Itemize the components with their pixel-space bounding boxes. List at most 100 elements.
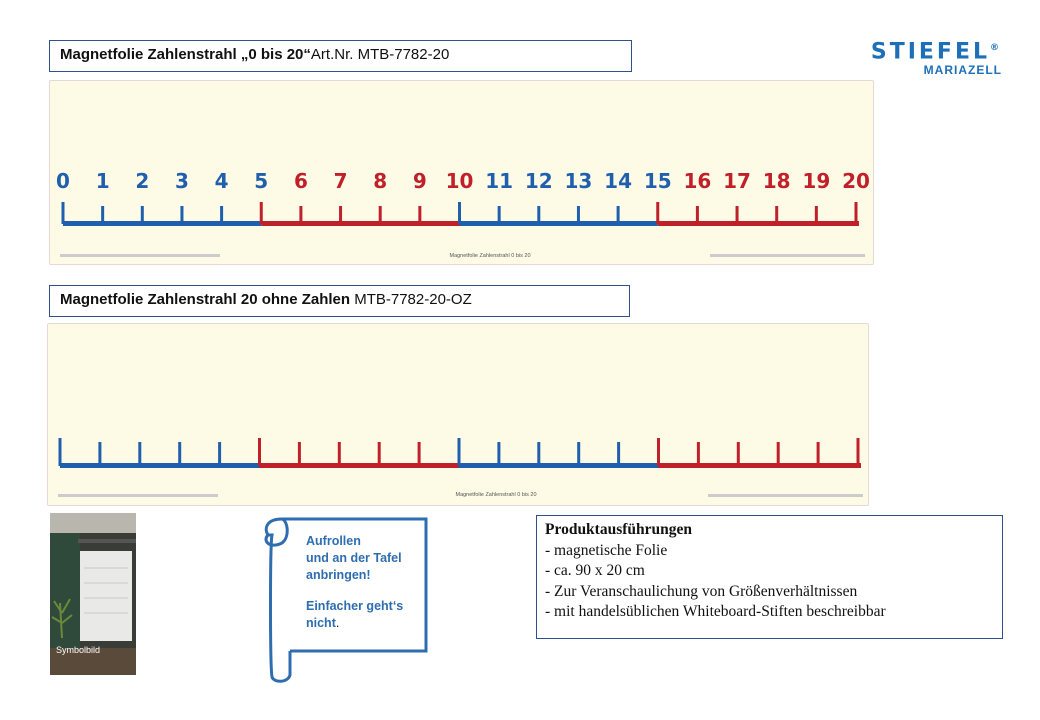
number-line-segment — [60, 463, 260, 468]
product2-article: MTB-7782-20-OZ — [354, 291, 472, 308]
number-line-segment — [658, 463, 861, 468]
product2-caption: Magnetfolie Zahlenstrahl 20 ohne Zahlen … — [49, 285, 630, 317]
number-line-tick — [138, 442, 142, 466]
number-line-tick — [98, 442, 102, 466]
number-line-tick — [337, 442, 341, 466]
number-line-tick — [657, 438, 660, 466]
number-line-tick — [696, 442, 700, 466]
number-line-label: 0 — [56, 169, 70, 193]
number-line-tick — [616, 206, 620, 224]
classroom-photo: Symbolbild — [50, 513, 136, 675]
number-line-label: 17 — [723, 169, 751, 193]
number-line-tick — [299, 206, 303, 224]
number-line-label: 11 — [485, 169, 513, 193]
number-line-tick — [856, 438, 860, 466]
number-line-tick — [297, 442, 301, 466]
number-line-tick — [458, 202, 461, 224]
product1-caption: Magnetfolie Zahlenstrahl „0 bis 20“Art.N… — [49, 40, 632, 72]
number-line-segment — [459, 463, 659, 468]
number-line-tick — [259, 202, 263, 224]
number-line-tick — [656, 202, 660, 224]
number-line-tick — [140, 206, 144, 224]
number-line-label: 19 — [802, 169, 830, 193]
number-line-tick — [218, 442, 222, 466]
product-features-box: Produktausführungen - magnetische Folie … — [536, 515, 1003, 639]
scroll-line-2: und an der Tafel — [306, 551, 402, 565]
number-line-tick — [776, 442, 780, 466]
number-line-label: 20 — [842, 169, 870, 193]
product1-name: Magnetfolie Zahlenstrahl „0 bis 20“ — [60, 46, 311, 63]
classroom-photo-image — [50, 513, 136, 675]
number-line-tick — [417, 442, 421, 466]
logo-sub-text: MARIAZELL — [923, 63, 1002, 78]
number-line-tick — [220, 206, 224, 224]
number-line-tick — [378, 206, 382, 224]
number-line-tick — [537, 206, 541, 224]
stiefel-logo: STIEFEL® MARIAZELL — [832, 37, 1002, 78]
number-line-tick — [814, 206, 818, 224]
number-line-board-without-numbers: Magnetfolie Zahlenstrahl 0 bis 20 — [47, 323, 869, 506]
number-line-label: 15 — [644, 169, 672, 193]
number-line-tick — [854, 202, 858, 224]
logo-main-text: STIEFEL — [870, 39, 990, 65]
number-line-label: 16 — [683, 169, 711, 193]
number-line-tick — [178, 442, 182, 466]
number-line-board-with-numbers: 0 1 2 3 4 5 6 7 8 9 10 11 12 13 14 15 16 17 18 19 20 Magnetf… — [49, 80, 874, 265]
number-line-label: 3 — [175, 169, 189, 193]
number-line-tick — [735, 206, 739, 224]
number-line-tick — [58, 438, 62, 466]
number-line-label: 1 — [96, 169, 110, 193]
number-line-label: 12 — [525, 169, 553, 193]
feature-item: - mit handelsüblichen Whiteboard-Stiften… — [545, 603, 886, 620]
number-line-label: 10 — [446, 169, 474, 193]
number-line-without-numbers: Magnetfolie Zahlenstrahl 0 bis 20 — [58, 438, 863, 498]
number-line-tick — [576, 206, 580, 224]
number-line-label: 4 — [215, 169, 229, 193]
product2-name: Magnetfolie Zahlenstrahl 20 ohne Zahlen — [60, 291, 351, 308]
scroll-line-1: Aufrollen — [306, 534, 361, 548]
number-line-label: 13 — [565, 169, 593, 193]
scroll-line-3: anbringen! — [306, 568, 371, 582]
product1-article: Art.Nr. MTB-7782-20 — [310, 46, 450, 63]
number-line-with-numbers: 0 1 2 3 4 5 6 7 8 9 10 11 12 13 14 15 16 17 18 19 20 Magnetf… — [56, 169, 870, 259]
number-line-tick — [101, 206, 105, 224]
number-line-label: 8 — [373, 169, 387, 193]
scroll-instructions: Aufrollen und an der Tafel anbringen! Ei… — [306, 533, 426, 632]
number-line-label: 2 — [135, 169, 149, 193]
number-line-tick — [775, 206, 779, 224]
number-line-segment — [459, 221, 658, 226]
feature-item: - ca. 90 x 20 cm — [545, 562, 645, 579]
number-line-label: 18 — [763, 169, 791, 193]
number-line-segment — [657, 221, 859, 226]
number-line-label: 14 — [604, 169, 632, 193]
logo-registered-mark: ® — [990, 43, 1002, 53]
number-line-label: 5 — [254, 169, 268, 193]
number-line-label: 9 — [413, 169, 427, 193]
number-line-tick — [497, 442, 501, 466]
number-line-tick — [736, 442, 740, 466]
board1-footer-center: Magnetfolie Zahlenstrahl 0 bis 20 — [449, 253, 530, 259]
number-line-segment — [259, 463, 459, 468]
board1-footer-left — [60, 254, 220, 257]
features-title: Produktausführungen — [545, 521, 693, 538]
number-line-label: 6 — [294, 169, 308, 193]
number-line-tick — [617, 442, 621, 466]
scroll-line-4: Einfacher geht‘s — [306, 599, 404, 613]
number-line-tick — [180, 206, 184, 224]
feature-item: - Zur Veranschaulichung von Größenverhäl… — [545, 582, 858, 600]
scroll-line-5: nicht — [306, 616, 336, 630]
number-line-tick — [377, 442, 381, 466]
number-line-tick — [695, 206, 699, 224]
number-line-tick — [457, 438, 461, 466]
number-line-tick — [61, 202, 65, 224]
board2-footer-right — [708, 494, 863, 497]
number-line-tick — [816, 442, 820, 466]
number-line-label: 7 — [334, 169, 348, 193]
feature-item: - magnetische Folie — [545, 541, 668, 559]
board2-footer-left — [58, 494, 218, 497]
board2-footer-center: Magnetfolie Zahlenstrahl 0 bis 20 — [455, 492, 536, 498]
number-line-segment — [261, 221, 460, 226]
number-line-tick — [339, 206, 343, 224]
scroll-line-5-period: . — [335, 616, 340, 630]
number-line-tick — [258, 438, 261, 466]
